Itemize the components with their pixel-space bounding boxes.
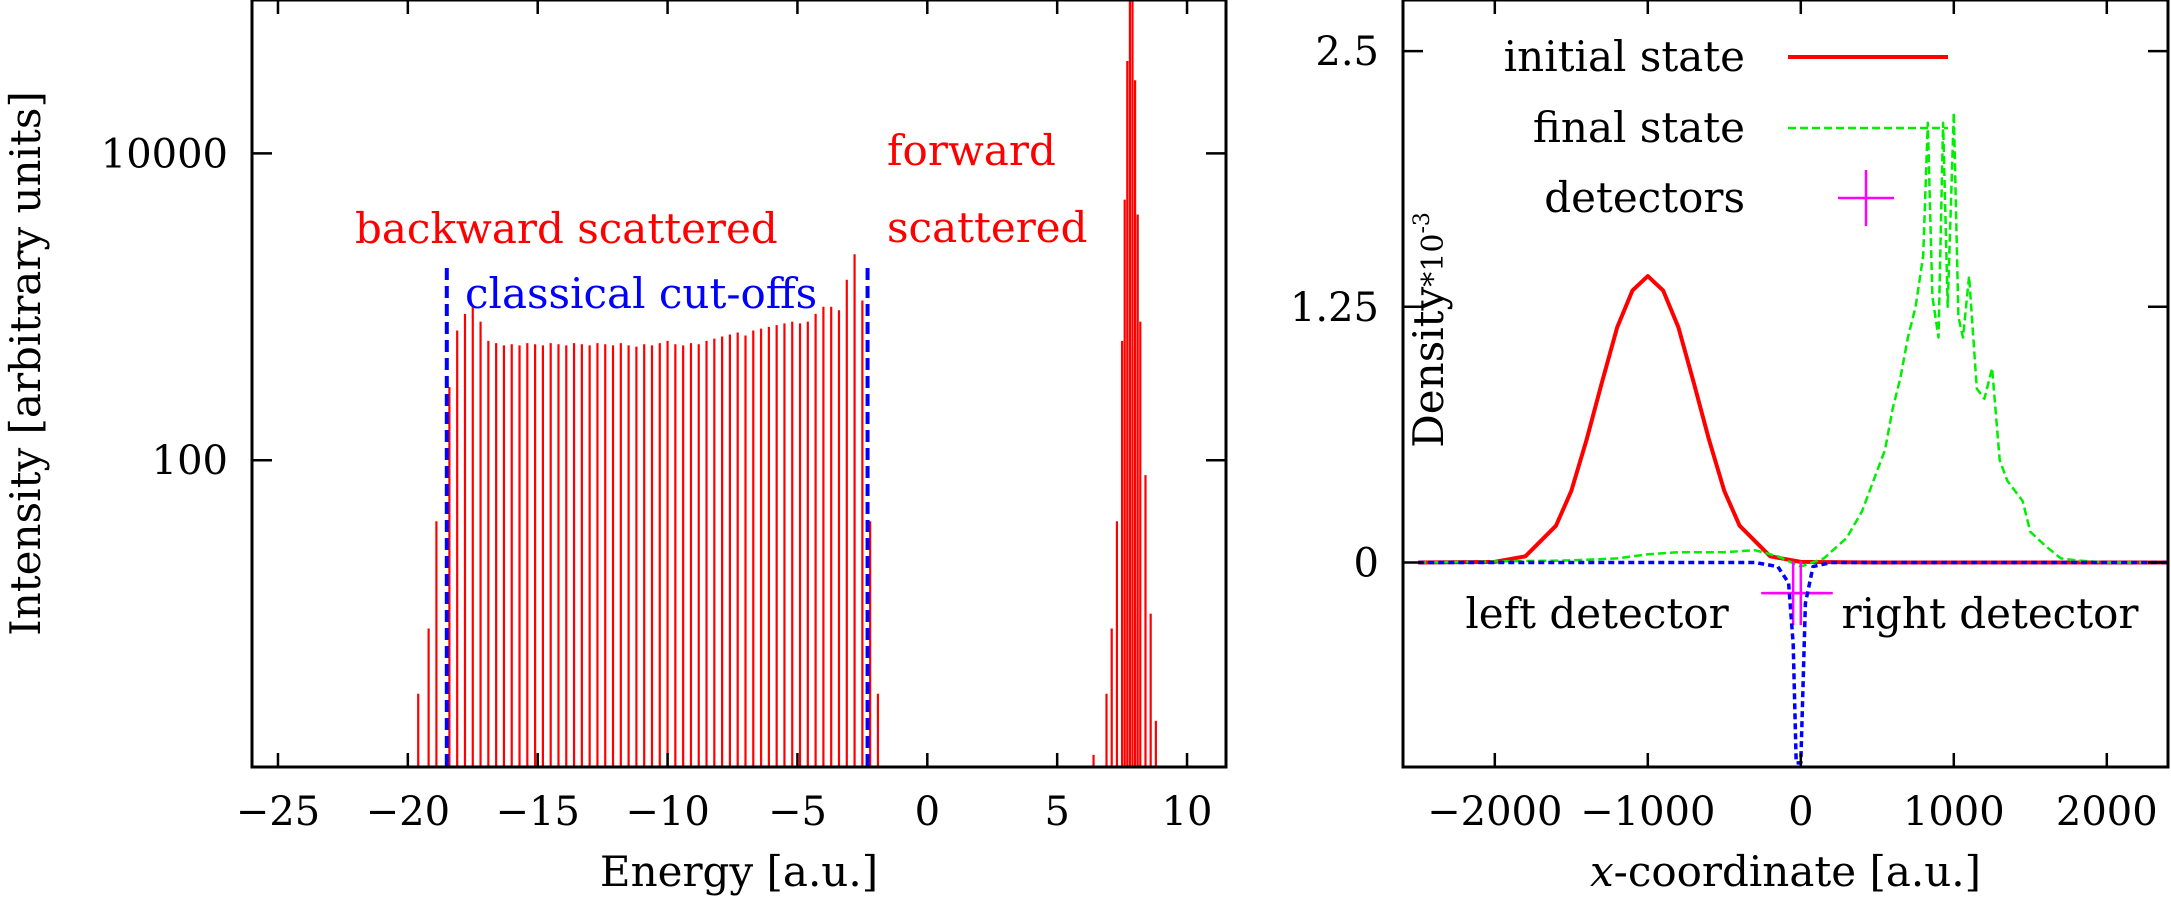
series-line-dip <box>1418 560 2168 765</box>
x-tick-label-left: −10 <box>625 789 709 835</box>
legend-label: final state <box>1533 103 1745 152</box>
x-tick-label-right: 2000 <box>2056 789 2158 835</box>
y-axis-title-exponent: -3 <box>1410 212 1435 233</box>
x-tick-label-left: 10 <box>1162 789 1213 835</box>
x-axis-ticks-right: −2000 −1000 0 1000 2000 <box>1427 0 2158 835</box>
y-axis-title-right: Density*10-3 <box>1404 212 1453 448</box>
y-axis-title-main: Density <box>1404 286 1453 447</box>
annotation-scattered: scattered <box>887 203 1088 252</box>
x-tick-label-left: 5 <box>1044 789 1069 835</box>
plot-frame-left <box>250 0 1228 769</box>
x-tick-label-right: 0 <box>1788 789 1813 835</box>
x-tick-label-left: −25 <box>236 789 320 835</box>
y-tick-label-right: 1.25 <box>1290 285 1379 331</box>
y-axis-title-factor: *10 <box>1416 234 1451 287</box>
y-axis-ticks-left: 100 10000 <box>101 131 1226 484</box>
plot-frame-right <box>1401 0 2170 769</box>
legend-label: initial state <box>1504 32 1745 81</box>
annotation-backward-scattered: backward scattered <box>355 204 778 253</box>
legend-item-detectors: detectors <box>1544 170 1894 226</box>
x-tick-label-right: 1000 <box>1903 789 2005 835</box>
y-axis-title-left: Intensity [arbitrary units] <box>1 91 50 636</box>
x-tick-label-left: −15 <box>495 789 579 835</box>
x-axis-title-variable: x <box>1590 847 1614 896</box>
right-detector-label: right detector <box>1842 589 2140 638</box>
y-tick-label-right: 2.5 <box>1315 29 1379 75</box>
x-axis-title-rest: -coordinate [a.u.] <box>1614 847 1981 896</box>
series-line-final-state <box>1418 111 2168 568</box>
legend-label: detectors <box>1544 173 1745 222</box>
x-tick-label-right: −2000 <box>1427 789 1562 835</box>
x-tick-label-right: −1000 <box>1580 789 1715 835</box>
y-tick-label-right: 0 <box>1354 540 1379 586</box>
cutoff-lines <box>444 268 870 767</box>
legend-item-initial-state: initial state <box>1504 32 1948 81</box>
y-tick-label-left: 10000 <box>101 131 228 177</box>
x-tick-label-left: 0 <box>915 789 940 835</box>
density-series <box>1418 111 2168 765</box>
series-line-initial-state <box>1418 274 2168 565</box>
density-chart: −2000 −1000 0 1000 2000 0 1.25 2.5 x-coordinat… <box>1290 0 2170 896</box>
left-detector-label: left detector <box>1465 589 1729 638</box>
x-tick-label-left: −20 <box>366 789 450 835</box>
y-tick-label-left: 100 <box>152 438 228 484</box>
legend: initial state final state detectors <box>1504 32 1948 226</box>
legend-item-final-state: final state <box>1533 103 1948 152</box>
y-axis-ticks-right: 0 1.25 2.5 <box>1290 29 2168 586</box>
annotation-forward: forward <box>887 126 1056 175</box>
x-axis-title-left: Energy [a.u.] <box>600 847 878 896</box>
x-axis-ticks-left: −25 −20 −15 −10 −5 0 5 10 <box>236 0 1213 835</box>
annotation-classical-cutoffs: classical cut-offs <box>465 269 817 318</box>
x-axis-title-right: x-coordinate [a.u.] <box>1590 847 1981 896</box>
energy-spectrum-chart: −25 −20 −15 −10 −5 0 5 10 100 10000 Energy [a.u.… <box>1 0 1228 896</box>
spectrum-bars <box>417 0 1157 767</box>
detector-marker-1 <box>1768 561 1833 626</box>
x-tick-label-left: −5 <box>768 789 827 835</box>
